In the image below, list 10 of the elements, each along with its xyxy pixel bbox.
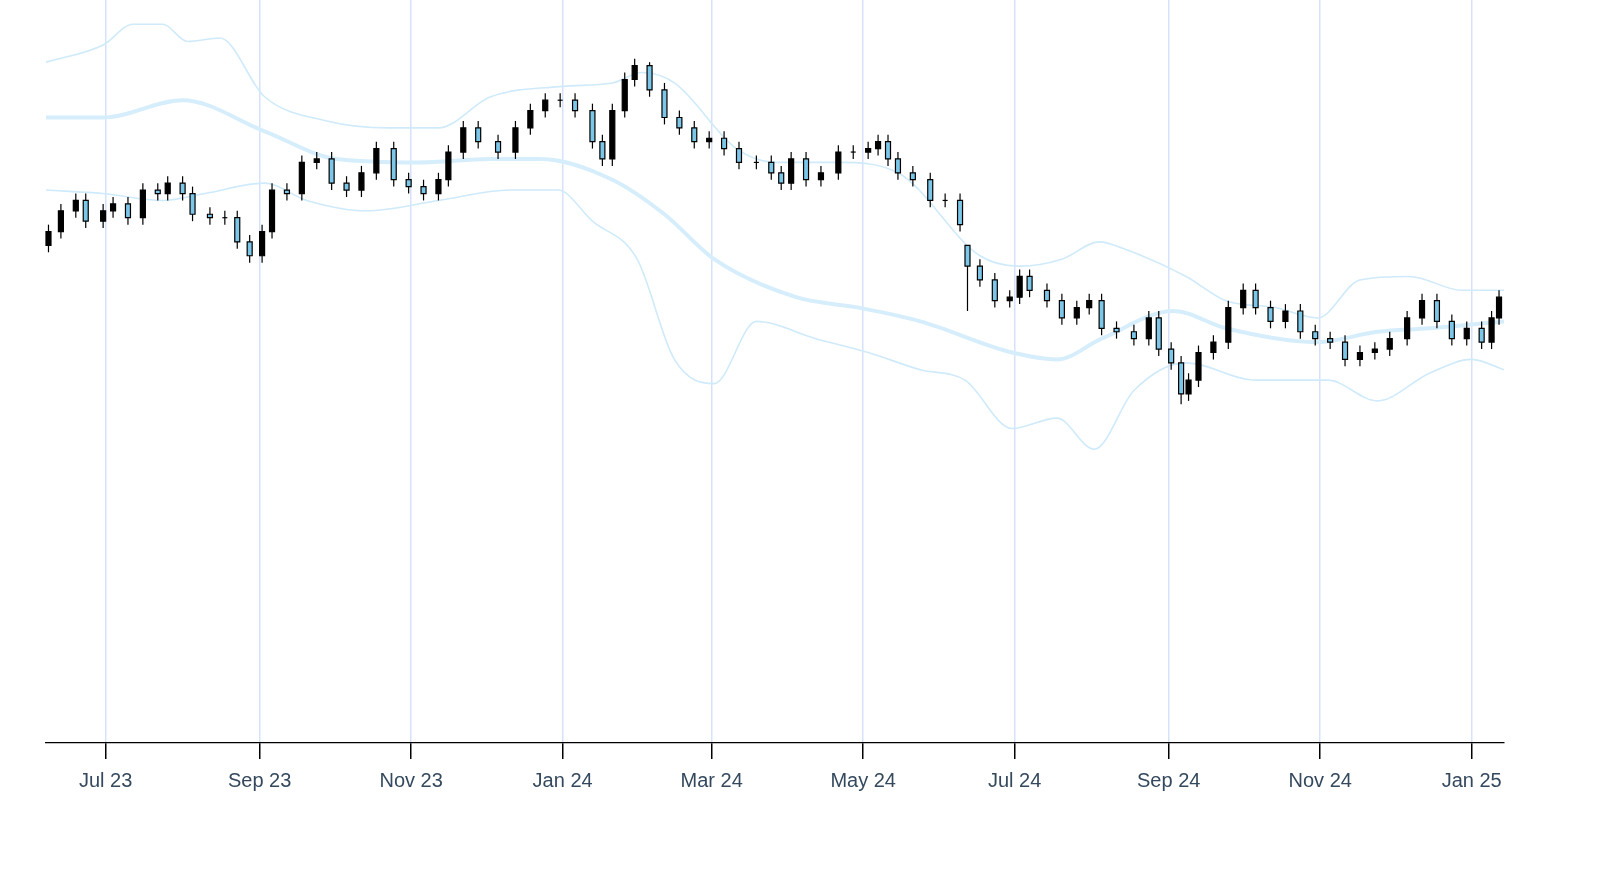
x-tick-label: Jan 25 [1441,768,1502,791]
x-tick-label: Jul 24 [988,768,1042,791]
x-tick-label: Nov 23 [379,768,443,791]
x-tick-label: Nov 24 [1288,768,1352,791]
x-tick-label: Jul 23 [78,768,133,791]
x-tick-label: Jan 24 [532,768,593,791]
x-tick-label: Sep 23 [227,768,292,791]
x-tick-label: May 24 [830,768,896,791]
x-tick-label: Mar 24 [680,768,743,791]
x-tick-label: Sep 24 [1136,768,1201,791]
